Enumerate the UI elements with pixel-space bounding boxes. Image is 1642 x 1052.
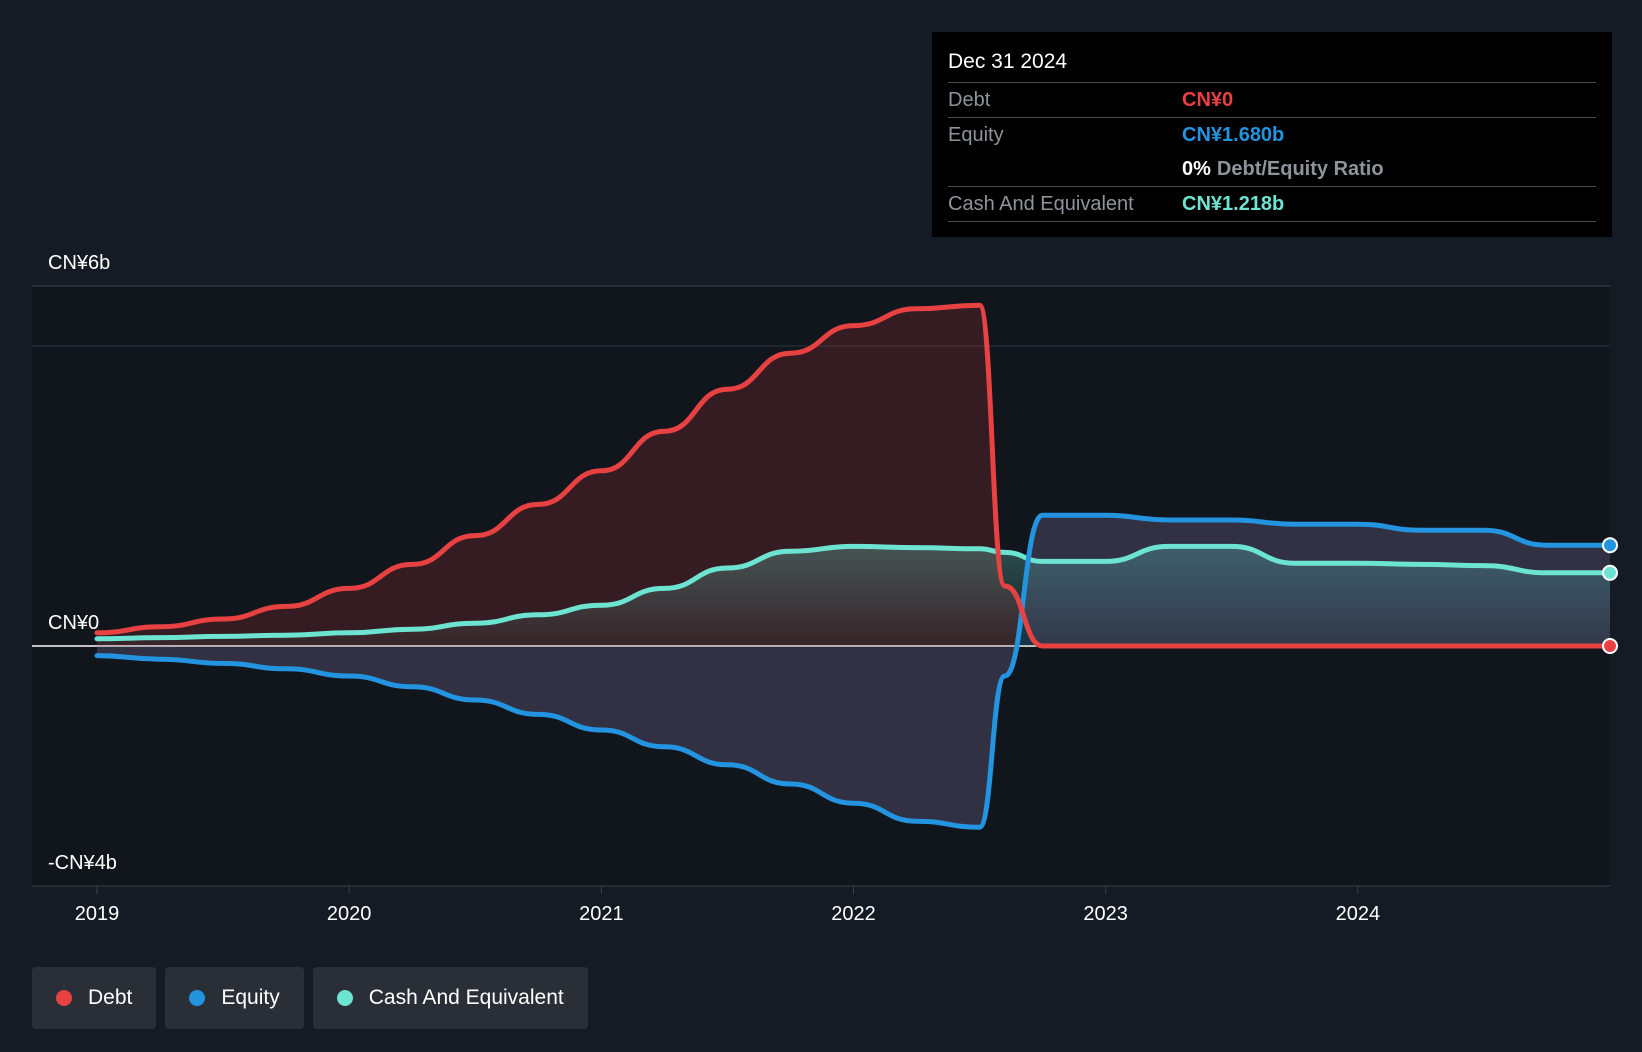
legend-cash-label: Cash And Equivalent: [368, 986, 564, 1009]
tooltip-ratio-label: Debt/Equity Ratio: [1216, 158, 1384, 180]
tooltip-debt-value: CN¥0: [1182, 89, 1234, 111]
tooltip-debt-label: Debt: [948, 89, 991, 111]
x-tick-label: 2021: [579, 903, 624, 925]
legend-item-equity[interactable]: Equity: [165, 967, 304, 1029]
debt-dot-icon: [56, 990, 72, 1006]
tooltip-row-cash: Cash And Equivalent CN¥1.218b: [948, 187, 1596, 222]
debt-end-marker: [1602, 638, 1618, 654]
x-tick-label: 2019: [75, 903, 120, 925]
x-tick-label: 2023: [1083, 903, 1128, 925]
cash-series-line: [94, 543, 1613, 642]
tooltip-row-debt: Debt CN¥0: [948, 83, 1596, 118]
tooltip-ratio-value: 0%: [1182, 158, 1211, 180]
equity-area: [97, 515, 1610, 828]
x-tick-label: 2020: [327, 903, 372, 925]
equity-end-marker: [1602, 537, 1618, 554]
tooltip-equity-value: CN¥1.680b: [1182, 124, 1285, 146]
legend-equity-label: Equity: [221, 986, 280, 1009]
cash-area: [97, 546, 1610, 646]
x-tick-label: 2022: [831, 903, 876, 925]
y-tick-label: CN¥0: [48, 612, 99, 634]
tooltip-date: Dec 31 2024: [948, 46, 1596, 83]
debt-series-line: [94, 302, 1613, 649]
legend-item-cash[interactable]: Cash And Equivalent: [312, 967, 588, 1029]
cash-end-marker: [1602, 564, 1618, 581]
y-tick-label: -CN¥4b: [48, 852, 117, 874]
chart-legend: Debt Equity Cash And Equivalent: [32, 967, 588, 1029]
tooltip-cash-label: Cash And Equivalent: [948, 193, 1134, 215]
tooltip-cash-value: CN¥1.218b: [1182, 193, 1285, 215]
cash-dot-icon: [336, 990, 353, 1006]
equity-dot-icon: [189, 990, 206, 1006]
legend-debt-label: Debt: [88, 986, 133, 1009]
tooltip-panel: Dec 31 2024 Debt CN¥0 Equity CN¥1.680b 0…: [932, 32, 1612, 237]
tooltip-row-ratio: 0% Debt/Equity Ratio: [948, 152, 1596, 187]
legend-item-debt[interactable]: Debt: [32, 967, 157, 1029]
equity-series-line: [94, 512, 1613, 830]
tooltip-equity-label: Equity: [948, 124, 1004, 146]
y-tick-label: CN¥6b: [48, 252, 110, 274]
tooltip-row-equity: Equity CN¥1.680b: [948, 118, 1596, 152]
x-tick-label: 2024: [1336, 903, 1381, 925]
